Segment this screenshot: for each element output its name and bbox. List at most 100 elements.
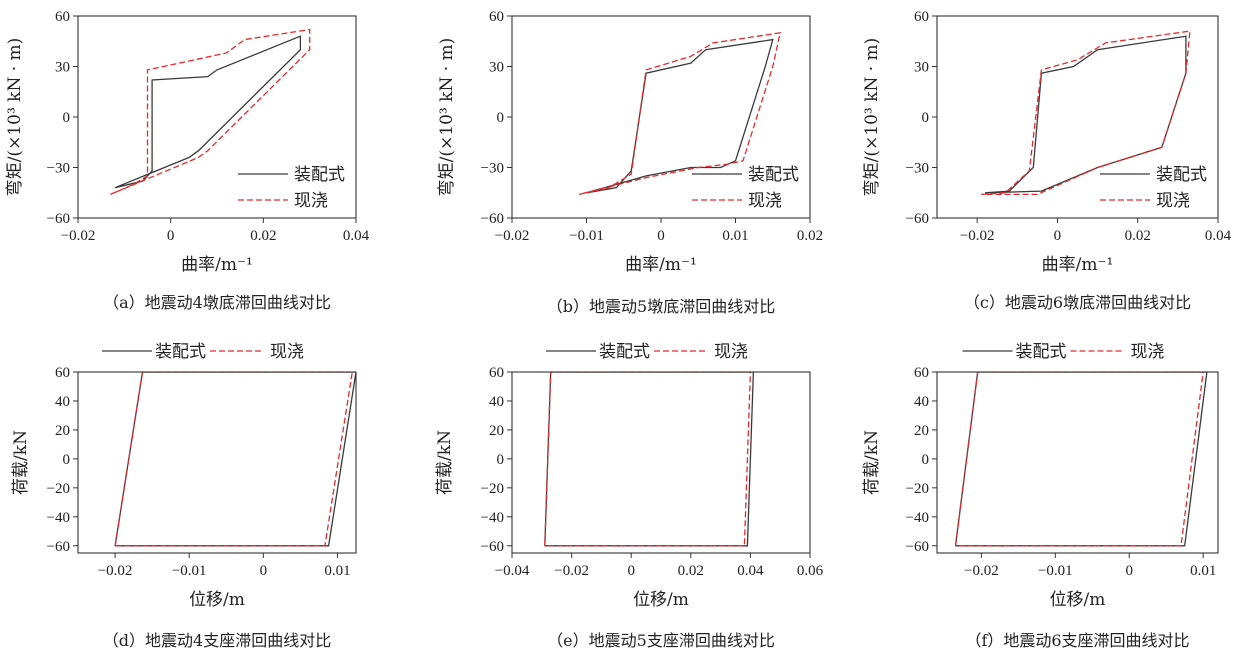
x-tick-label: −0.02 [98,563,133,579]
legend-label-castinplace: 现浇 [714,342,748,362]
legend-label-prefab: 装配式 [599,342,650,362]
plot-area [954,372,1208,547]
chart-caption: （a）地震动4墩底滞回曲线对比 [103,293,331,312]
series-castinplace-line [981,30,1191,196]
chart-panel-5: −0.04 −0.02 0 0.02 0.04 0.06 −60 −40 −20 0 20 40 60 位… [435,342,824,650]
y-tick-label: 40 [914,394,929,410]
y-tick-label: −30 [47,161,70,177]
x-tick-label: 0.02 [797,228,823,244]
chart-panel-6: −0.02 −0.01 0 0.01 −60 −40 −20 0 20 40 60 位移/m 荷载/kN… [862,342,1219,650]
y-tick-label: −60 [906,211,929,227]
x-tick-label: −0.01 [569,228,604,244]
plot-frame [511,15,811,219]
legend-label-castinplace: 现浇 [1156,191,1190,211]
chart-caption: （d）地震动4支座滞回曲线对比 [103,631,331,650]
y-tick-label: −60 [481,539,504,555]
series-castinplace-line [110,28,311,195]
y-tick-label: 0 [922,452,930,468]
legend-label-prefab: 装配式 [294,165,345,185]
y-tick-label: 60 [489,9,504,25]
x-tick-label: 0.01 [324,563,350,579]
y-axis-label: 弯矩/(×10³ kN · m) [862,38,882,197]
legend: 装配式现浇 [102,342,304,362]
x-axis-label: 位移/m [1050,590,1106,610]
series-prefab-line [544,372,755,547]
y-tick-label: 30 [489,60,504,76]
x-tick-label: −0.01 [1038,563,1073,579]
y-axis-label: 弯矩/(×10³ kN · m) [437,38,457,197]
x-tick-label: 0.01 [722,228,748,244]
y-tick-label: −60 [47,539,70,555]
y-axis-label: 荷载/kN [11,430,31,495]
x-tick-label: −0.02 [495,228,530,244]
x-tick-label: −0.02 [960,228,995,244]
x-axis-label: 位移/m [189,590,245,610]
x-axis-label: 曲率/m⁻¹ [181,255,253,275]
plot-frame [511,371,811,554]
legend-label-prefab: 装配式 [1156,165,1207,185]
y-tick-label: 60 [914,365,929,381]
x-tick-label: 0 [627,563,635,579]
chart-caption: （f）地震动6支座滞回曲线对比 [965,631,1189,650]
y-axis-label: 荷载/kN [862,430,882,495]
legend-label-castinplace: 现浇 [294,191,328,211]
chart-caption: （e）地震动5支座滞回曲线对比 [547,631,775,650]
x-axis-label: 曲率/m⁻¹ [625,255,697,275]
legend-label-prefab: 装配式 [155,342,206,362]
chart-panel-3: −0.02 0 0.02 0.04 −60 −30 0 30 60 曲率/m⁻¹ 弯矩/(×10³ … [862,9,1232,312]
y-tick-label: 60 [914,9,929,25]
chart-caption: （b）地震动5墩底滞回曲线对比 [547,297,775,316]
series-prefab-line [114,35,302,189]
y-tick-label: 40 [55,394,70,410]
y-tick-label: 40 [489,394,504,410]
x-tick-label: 0.06 [797,563,824,579]
y-tick-label: 20 [489,423,504,439]
chart-panel-2: −0.02 −0.01 0 0.01 0.02 −60 −30 0 30 60 曲率/m⁻¹ 弯矩/(… [437,9,823,316]
plot-area [110,28,311,195]
y-tick-label: −30 [481,161,504,177]
series-castinplace-line [578,32,782,196]
y-tick-label: −40 [481,510,504,526]
legend: 装配式 现浇 [546,342,748,362]
series-castinplace-line [544,372,752,547]
x-axis-label: 位移/m [633,590,689,610]
legend-label-prefab: 装配式 [748,165,799,185]
y-tick-label: 60 [489,365,504,381]
legend-label-castinplace: 现浇 [1131,342,1165,362]
y-tick-label: −60 [906,539,929,555]
x-tick-label: 0.04 [737,563,764,579]
series-castinplace-line [114,372,353,547]
x-tick-label: 0 [1126,563,1134,579]
x-tick-label: 0.02 [678,563,704,579]
x-tick-label: 0.02 [1125,228,1151,244]
y-tick-label: −20 [481,481,504,497]
series-castinplace-line [954,372,1204,547]
chart-panel-1: −0.02 0 0.02 0.04 −60 −30 0 30 60 曲率/m⁻¹ 弯矩/(×10³ … [5,9,370,312]
y-tick-label: −20 [906,481,929,497]
y-tick-label: −60 [481,211,504,227]
series-prefab-line [954,372,1208,547]
plot-area [544,372,755,547]
plot-area [981,30,1191,196]
y-tick-label: 20 [914,423,929,439]
y-tick-label: −30 [906,161,929,177]
y-tick-label: 20 [55,423,70,439]
y-tick-label: 0 [63,110,71,126]
y-tick-label: 0 [497,452,505,468]
plot-frame [77,15,357,219]
y-tick-label: 60 [55,9,70,25]
y-axis-label: 弯矩/(×10³ kN · m) [5,38,25,197]
x-tick-label: −0.02 [554,563,589,579]
chart-panel-4: −0.02 −0.01 0 0.01 −60 −40 −20 0 20 40 60 位移/m 荷载/kN… [11,342,357,650]
x-tick-label: 0 [260,563,268,579]
legend-label-prefab: 装配式 [1016,342,1067,362]
y-tick-label: −40 [906,510,929,526]
y-tick-label: −40 [47,510,70,526]
y-tick-label: 30 [914,60,929,76]
y-tick-label: 0 [922,110,930,126]
x-tick-label: −0.02 [61,228,96,244]
x-tick-label: −0.01 [172,563,207,579]
